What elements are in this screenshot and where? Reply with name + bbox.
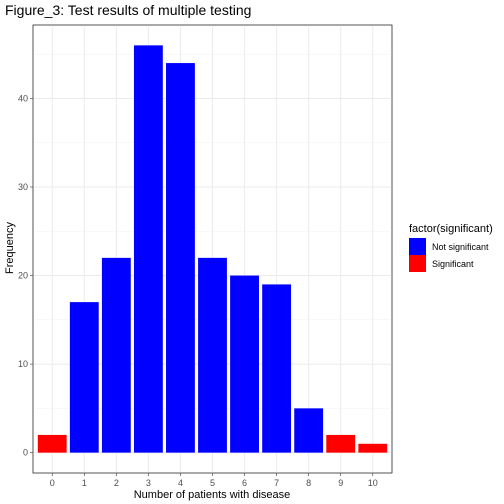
bar-3 <box>133 45 163 453</box>
x-tick-label: 1 <box>82 478 87 488</box>
legend: factor(significant) Not significant Signi… <box>409 223 493 272</box>
bar-4 <box>166 63 195 453</box>
x-axis: 0 1 2 3 4 5 6 7 8 9 10 <box>50 473 378 488</box>
x-tick-label: 5 <box>210 478 215 488</box>
bar-6 <box>230 275 259 453</box>
y-tick-label: 0 <box>23 448 28 458</box>
legend-title: factor(significant) <box>409 223 493 235</box>
legend-label: Not significant <box>432 242 489 252</box>
x-tick-label: 3 <box>146 478 151 488</box>
bar-1 <box>69 302 99 453</box>
x-tick-label: 0 <box>50 478 55 488</box>
chart-title: Figure_3: Test results of multiple testi… <box>5 2 251 18</box>
x-tick-label: 7 <box>274 478 279 488</box>
legend-key <box>409 238 426 255</box>
bar-9 <box>326 434 356 453</box>
legend-label: Significant <box>432 259 474 269</box>
y-tick-label: 40 <box>18 93 28 103</box>
x-tick-label: 4 <box>178 478 183 488</box>
bars <box>37 45 388 453</box>
x-tick-label: 10 <box>368 478 378 488</box>
legend-key <box>409 255 426 272</box>
x-axis-title: Number of patients with disease <box>134 489 291 501</box>
y-tick-label: 30 <box>18 182 28 192</box>
y-axis: 0 10 20 30 40 <box>18 93 33 458</box>
bar-5 <box>198 257 227 453</box>
bar-7 <box>262 284 292 453</box>
y-tick-label: 20 <box>18 271 28 281</box>
x-tick-label: 8 <box>306 478 311 488</box>
bar-10 <box>358 443 388 453</box>
y-tick-label: 10 <box>18 359 28 369</box>
bar-2 <box>101 257 131 453</box>
y-axis-title: Frequency <box>4 222 16 274</box>
bar-0 <box>37 434 67 453</box>
x-tick-label: 9 <box>338 478 343 488</box>
x-tick-label: 6 <box>242 478 247 488</box>
bar-8 <box>294 408 324 453</box>
x-tick-label: 2 <box>114 478 119 488</box>
